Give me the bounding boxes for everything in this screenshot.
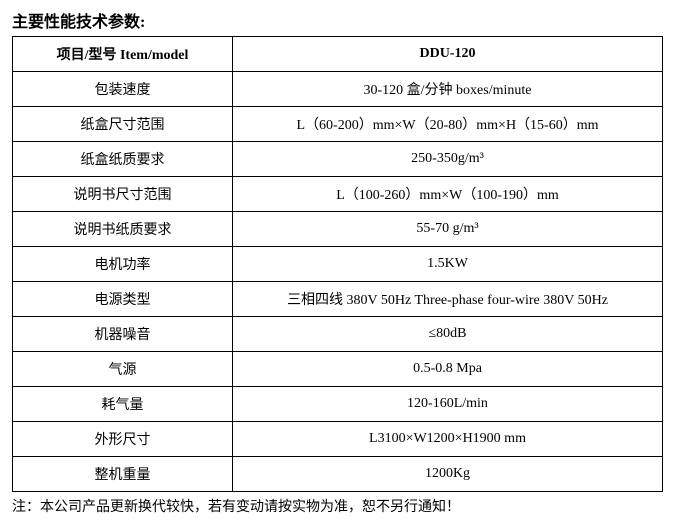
row-value: 1200Kg	[233, 457, 663, 492]
row-value: L3100×W1200×H1900 mm	[233, 422, 663, 457]
row-label: 电源类型	[13, 282, 233, 317]
header-item-model: 项目/型号 Item/model	[13, 37, 233, 72]
row-value: 250-350g/m³	[233, 142, 663, 177]
table-row: 纸盒尺寸范围 L（60-200）mm×W（20-80）mm×H（15-60）mm	[13, 107, 663, 142]
section-title: 主要性能技术参数:	[12, 8, 686, 32]
row-value: L（100-260）mm×W（100-190）mm	[233, 177, 663, 212]
row-value: 120-160L/min	[233, 387, 663, 422]
table-row: 外形尺寸 L3100×W1200×H1900 mm	[13, 422, 663, 457]
row-value: ≤80dB	[233, 317, 663, 352]
row-label: 电机功率	[13, 247, 233, 282]
row-label: 耗气量	[13, 387, 233, 422]
table-row: 纸盒纸质要求 250-350g/m³	[13, 142, 663, 177]
header-model-value: DDU-120	[233, 37, 663, 72]
row-label: 机器噪音	[13, 317, 233, 352]
row-label: 纸盒尺寸范围	[13, 107, 233, 142]
row-label: 纸盒纸质要求	[13, 142, 233, 177]
table-row: 机器噪音 ≤80dB	[13, 317, 663, 352]
row-value: 0.5-0.8 Mpa	[233, 352, 663, 387]
table-header-row: 项目/型号 Item/model DDU-120	[13, 37, 663, 72]
row-label: 整机重量	[13, 457, 233, 492]
table-row: 包装速度 30-120 盒/分钟 boxes/minute	[13, 72, 663, 107]
row-label: 说明书尺寸范围	[13, 177, 233, 212]
table-row: 说明书尺寸范围 L（100-260）mm×W（100-190）mm	[13, 177, 663, 212]
row-label: 外形尺寸	[13, 422, 233, 457]
table-row: 电源类型 三相四线 380V 50Hz Three-phase four-wir…	[13, 282, 663, 317]
table-row: 说明书纸质要求 55-70 g/m³	[13, 212, 663, 247]
row-value: 55-70 g/m³	[233, 212, 663, 247]
table-row: 整机重量 1200Kg	[13, 457, 663, 492]
table-row: 气源 0.5-0.8 Mpa	[13, 352, 663, 387]
row-label: 说明书纸质要求	[13, 212, 233, 247]
footnote-text: 注：本公司产品更新换代较快，若有变动请按实物为准，恕不另行通知！	[12, 496, 686, 516]
row-value: 三相四线 380V 50Hz Three-phase four-wire 380…	[233, 282, 663, 317]
row-value: 30-120 盒/分钟 boxes/minute	[233, 72, 663, 107]
row-label: 包装速度	[13, 72, 233, 107]
table-body: 包装速度 30-120 盒/分钟 boxes/minute 纸盒尺寸范围 L（6…	[13, 72, 663, 492]
spec-table: 项目/型号 Item/model DDU-120 包装速度 30-120 盒/分…	[12, 36, 663, 492]
row-label: 气源	[13, 352, 233, 387]
row-value: L（60-200）mm×W（20-80）mm×H（15-60）mm	[233, 107, 663, 142]
row-value: 1.5KW	[233, 247, 663, 282]
table-row: 电机功率 1.5KW	[13, 247, 663, 282]
table-row: 耗气量 120-160L/min	[13, 387, 663, 422]
